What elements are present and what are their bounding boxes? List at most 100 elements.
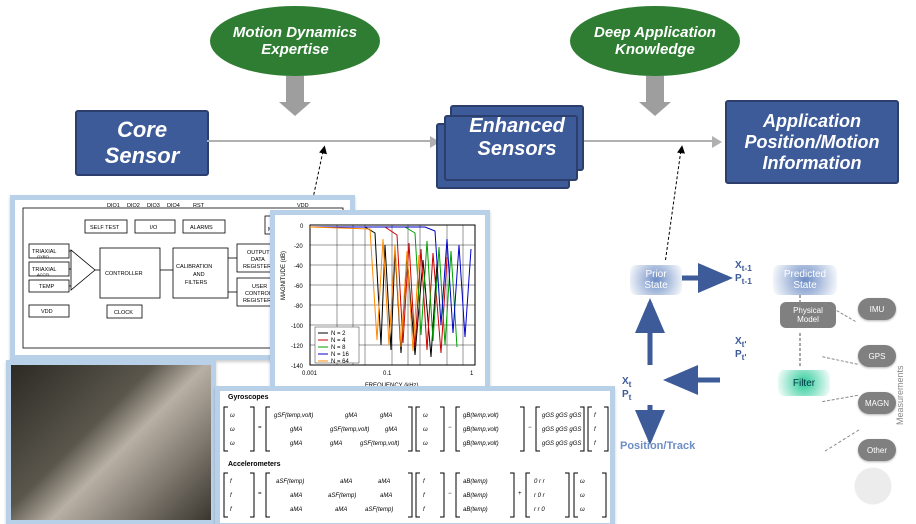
svg-text:N = 4: N = 4 [331, 338, 346, 344]
svg-text:ω: ω [423, 413, 428, 419]
svg-text:aSF(temp): aSF(temp) [328, 493, 356, 499]
svg-text:f: f [423, 507, 426, 513]
svg-text:f: f [594, 441, 597, 447]
svg-text:f: f [423, 479, 426, 485]
svg-text:+: + [518, 491, 522, 497]
svg-text:gMA: gMA [385, 427, 397, 433]
svg-text:RST: RST [193, 203, 205, 209]
freq-chart-svg: 0-20-40-60-80-100-120-140 0.0010.11 FREQ… [275, 215, 485, 390]
svg-text:0.1: 0.1 [383, 371, 392, 377]
svg-text:gGS gGS gGS: gGS gGS gGS [542, 413, 581, 419]
matrix-panel: Gyroscopes ω ω ω = gSF(temp,volt) gMA gMA gM… [215, 386, 615, 524]
svg-text:gSF(temp,volt): gSF(temp,volt) [274, 413, 313, 419]
svg-text:N = 8: N = 8 [331, 345, 346, 351]
gyro-matrix-svg: ω ω ω = gSF(temp,volt) gMA gMA gMA gSF(temp,v… [220, 403, 610, 459]
svg-text:r r 0: r r 0 [534, 507, 545, 513]
svg-text:USER: USER [252, 284, 267, 290]
svg-text:aMA: aMA [340, 479, 352, 485]
svg-text:−: − [448, 491, 452, 497]
svg-text:AND: AND [193, 272, 205, 278]
svg-text:−: − [528, 425, 532, 431]
svg-text:CONTROLLER: CONTROLLER [105, 271, 143, 277]
svg-text:gSF(temp,volt): gSF(temp,volt) [360, 441, 399, 447]
svg-text:ω: ω [580, 479, 585, 485]
svg-text:-20: -20 [294, 244, 303, 250]
svg-text:N = 64: N = 64 [331, 359, 350, 365]
meas-other: Other [858, 439, 896, 461]
svg-text:1: 1 [470, 371, 474, 377]
arrow-deepapp-down [646, 76, 664, 102]
watermark-icon [838, 466, 908, 516]
svg-text:-80: -80 [294, 304, 303, 310]
svg-text:GYRO: GYRO [37, 254, 49, 259]
freq-chart-panel: 0-20-40-60-80-100-120-140 0.0010.11 FREQ… [270, 210, 490, 395]
svg-text:aMA: aMA [380, 493, 392, 499]
measurements-label: Measurements [895, 365, 905, 425]
svg-text:OUTPUT: OUTPUT [247, 250, 270, 256]
dashed-lead-right [665, 151, 681, 260]
svg-text:-100: -100 [291, 324, 304, 330]
svg-text:MAGNITUDE (dB): MAGNITUDE (dB) [281, 251, 287, 300]
svg-text:VDD: VDD [41, 309, 53, 315]
svg-text:ω: ω [230, 427, 235, 433]
svg-text:gB(temp,volt): gB(temp,volt) [463, 441, 499, 447]
svg-text:I/O: I/O [150, 225, 158, 231]
nav-arrows-svg [610, 255, 860, 465]
svg-text:TEMP: TEMP [39, 284, 55, 290]
application-box: Application Position/Motion Information [725, 100, 899, 184]
arrow-motion-down [286, 76, 304, 102]
svg-text:aB(temp): aB(temp) [463, 493, 488, 499]
svg-text:ω: ω [230, 413, 235, 419]
svg-text:ALARMS: ALARMS [190, 225, 213, 231]
svg-text:DIO2: DIO2 [127, 203, 140, 209]
svg-text:gMA: gMA [345, 413, 357, 419]
svg-text:aMA: aMA [290, 507, 302, 513]
svg-text:aSF(temp): aSF(temp) [276, 479, 304, 485]
meas-imu: IMU [858, 298, 896, 320]
svg-text:f: f [423, 493, 426, 499]
svg-text:DIO1: DIO1 [107, 203, 120, 209]
svg-text:0.001: 0.001 [302, 371, 318, 377]
svg-text:FILTERS: FILTERS [185, 280, 208, 286]
motion-dynamics-ellipse: Motion Dynamics Expertise [210, 6, 380, 76]
svg-text:-120: -120 [291, 344, 304, 350]
svg-text:−: − [448, 425, 452, 431]
svg-text:CALIBRATION: CALIBRATION [176, 264, 212, 270]
svg-text:gB(temp,volt): gB(temp,volt) [463, 413, 499, 419]
accel-header: Accelerometers [228, 461, 281, 468]
svg-text:DIO3: DIO3 [147, 203, 160, 209]
arrow-enhanced-to-app [584, 140, 714, 142]
svg-text:f: f [230, 507, 233, 513]
svg-text:DATA: DATA [251, 257, 265, 263]
svg-text:N = 2: N = 2 [331, 331, 346, 337]
svg-text:N = 16: N = 16 [331, 352, 350, 358]
svg-text:DIO4: DIO4 [167, 203, 180, 209]
svg-text:ω: ω [423, 441, 428, 447]
svg-text:f: f [594, 413, 597, 419]
svg-text:gMA: gMA [380, 413, 392, 419]
svg-text:-60: -60 [294, 284, 303, 290]
svg-text:f: f [230, 493, 233, 499]
enhanced-sensors-label: Enhanced Sensors [452, 115, 582, 161]
svg-text:f: f [230, 479, 233, 485]
svg-text:gGS gGS gGS: gGS gGS gGS [542, 427, 581, 433]
svg-text:0 r r: 0 r r [534, 479, 546, 485]
svg-text:aMA: aMA [335, 507, 347, 513]
svg-text:ACCEL: ACCEL [37, 272, 51, 277]
core-sensor-box: Core Sensor [75, 110, 209, 176]
application-label: Application Position/Motion Information [727, 111, 897, 174]
svg-text:aSF(temp): aSF(temp) [365, 507, 393, 513]
svg-text:ω: ω [423, 427, 428, 433]
svg-text:=: = [258, 425, 262, 431]
svg-text:ω: ω [580, 507, 585, 513]
svg-text:ω: ω [580, 493, 585, 499]
svg-text:-40: -40 [294, 264, 303, 270]
motion-dynamics-label: Motion Dynamics Expertise [210, 24, 380, 58]
svg-text:gMA: gMA [330, 441, 342, 447]
svg-text:CLOCK: CLOCK [114, 310, 133, 316]
gyro-header: Gyroscopes [228, 394, 268, 401]
deep-app-label: Deep Application Knowledge [570, 24, 740, 58]
svg-text:aMA: aMA [290, 493, 302, 499]
svg-text:=: = [258, 491, 262, 497]
svg-text:0: 0 [300, 224, 304, 230]
